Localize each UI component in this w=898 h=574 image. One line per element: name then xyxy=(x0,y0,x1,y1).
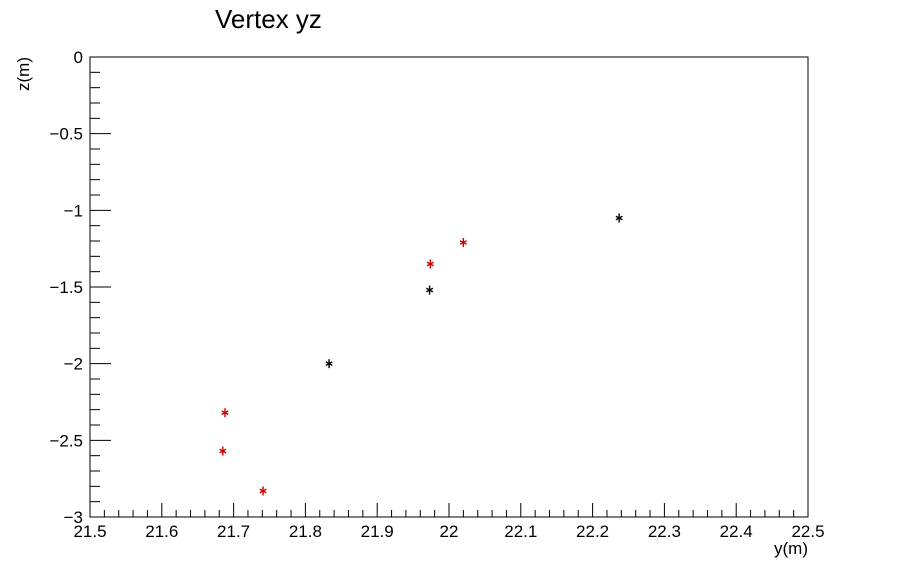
x-tick-label: 22.3 xyxy=(648,522,681,541)
x-axis-tick-labels: 21.5 21.6 21.7 21.8 21.9 22 22.1 22.2 22.3 22.4 22… xyxy=(73,522,824,541)
x-tick-label: 21.9 xyxy=(361,522,394,541)
x-tick-label: 22.2 xyxy=(576,522,609,541)
y-tick-label: −3 xyxy=(64,508,83,527)
y-tick-label: −2.5 xyxy=(49,431,83,450)
x-tick-label: 22.1 xyxy=(504,522,537,541)
data-point-series-1 xyxy=(615,213,623,223)
data-point-series-2 xyxy=(426,259,434,269)
data-points xyxy=(219,213,623,496)
x-tick-label: 21.8 xyxy=(289,522,322,541)
x-tick-label: 21.5 xyxy=(73,522,106,541)
y-axis-tick-labels: 0 −0.5 −1 −1.5 −2 −2.5 −3 xyxy=(49,48,83,527)
y-tick-label: 0 xyxy=(74,48,83,67)
chart-title: Vertex yz xyxy=(215,4,322,34)
data-point-series-1 xyxy=(426,285,434,295)
y-axis-ticks xyxy=(90,56,111,518)
data-point-series-2 xyxy=(221,408,229,418)
data-point-series-1 xyxy=(325,359,333,369)
data-point-series-2 xyxy=(459,238,467,248)
x-tick-label: 22.5 xyxy=(791,522,824,541)
x-tick-label: 21.6 xyxy=(145,522,178,541)
x-tick-label: 21.7 xyxy=(217,522,250,541)
x-axis-label: y(m) xyxy=(774,539,808,558)
y-tick-label: −2 xyxy=(64,355,83,374)
data-point-series-2 xyxy=(219,446,227,456)
y-axis-label: z(m) xyxy=(14,57,33,91)
data-point-series-2 xyxy=(259,486,267,496)
x-tick-label: 22.4 xyxy=(720,522,753,541)
x-axis-ticks xyxy=(89,503,809,517)
y-tick-label: −0.5 xyxy=(49,125,83,144)
x-tick-label: 22 xyxy=(440,522,459,541)
y-tick-label: −1.5 xyxy=(49,278,83,297)
y-tick-label: −1 xyxy=(64,201,83,220)
